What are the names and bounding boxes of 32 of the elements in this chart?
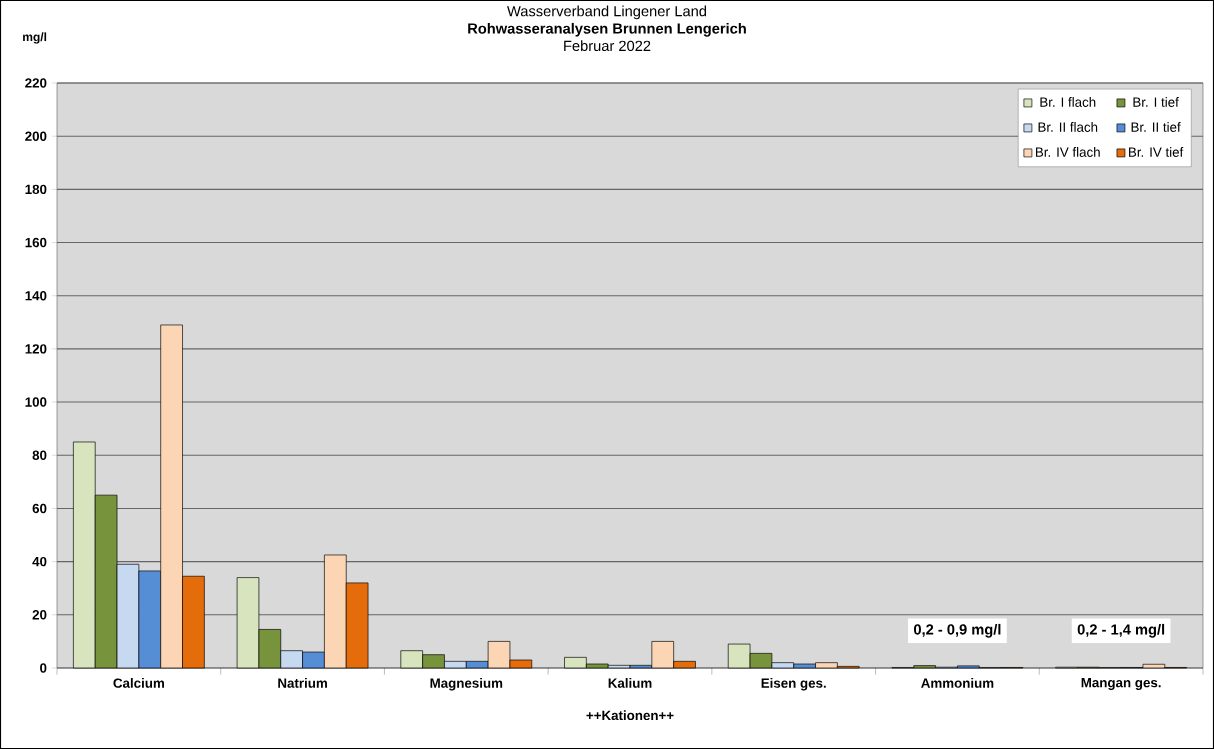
legend-label: Br. II tief [1131,122,1181,132]
y-tick-label: 200 [25,131,47,141]
x-tick-label: Natrium [278,678,327,688]
x-tick-label: Kalium [608,678,652,688]
y-tick-label: 160 [25,237,47,248]
y-tick-label: 20 [32,610,47,620]
text: Wasserverband Lingener Land [507,5,707,20]
y-tick-label: 180 [25,184,47,195]
x-tick-label: Ammonium [921,678,994,688]
y-tick-label: 0 [40,663,47,673]
y-tick-label: 220 [25,78,47,88]
y-tick-label: 100 [25,397,47,407]
x-axis-title: ++Kationen++ [586,710,674,721]
annotation: 0,2 - 1,4 mg/l [1077,623,1165,638]
legend-label: Br. IV tief [1129,147,1184,157]
y-tick-label: 80 [32,450,47,460]
x-tick-label: Eisen ges. [761,678,826,691]
y-axis-title: mg/l [23,32,47,44]
legend-label: Br. I flach [1040,97,1096,107]
annotation: 0,2 - 0,9 mg/l [913,623,1001,638]
x-tick-label: Mangan ges. [1081,678,1161,691]
legend-label: Br. IV flach [1035,147,1100,157]
legend-label: Br. I tief [1133,97,1179,107]
y-tick-label: 40 [32,556,47,567]
x-tick-label: Magnesium [430,678,503,691]
legend-label: Br. II flach [1038,122,1098,132]
y-tick-label: 140 [25,291,47,301]
chart-title: Rohwasseranalysen Brunnen Lengerich [468,22,746,37]
chart-subtitle: Februar 2022 [564,40,651,52]
y-tick-label: 60 [32,503,47,514]
y-tick-label: 120 [25,344,47,354]
x-tick-label: Calcium [113,678,164,688]
